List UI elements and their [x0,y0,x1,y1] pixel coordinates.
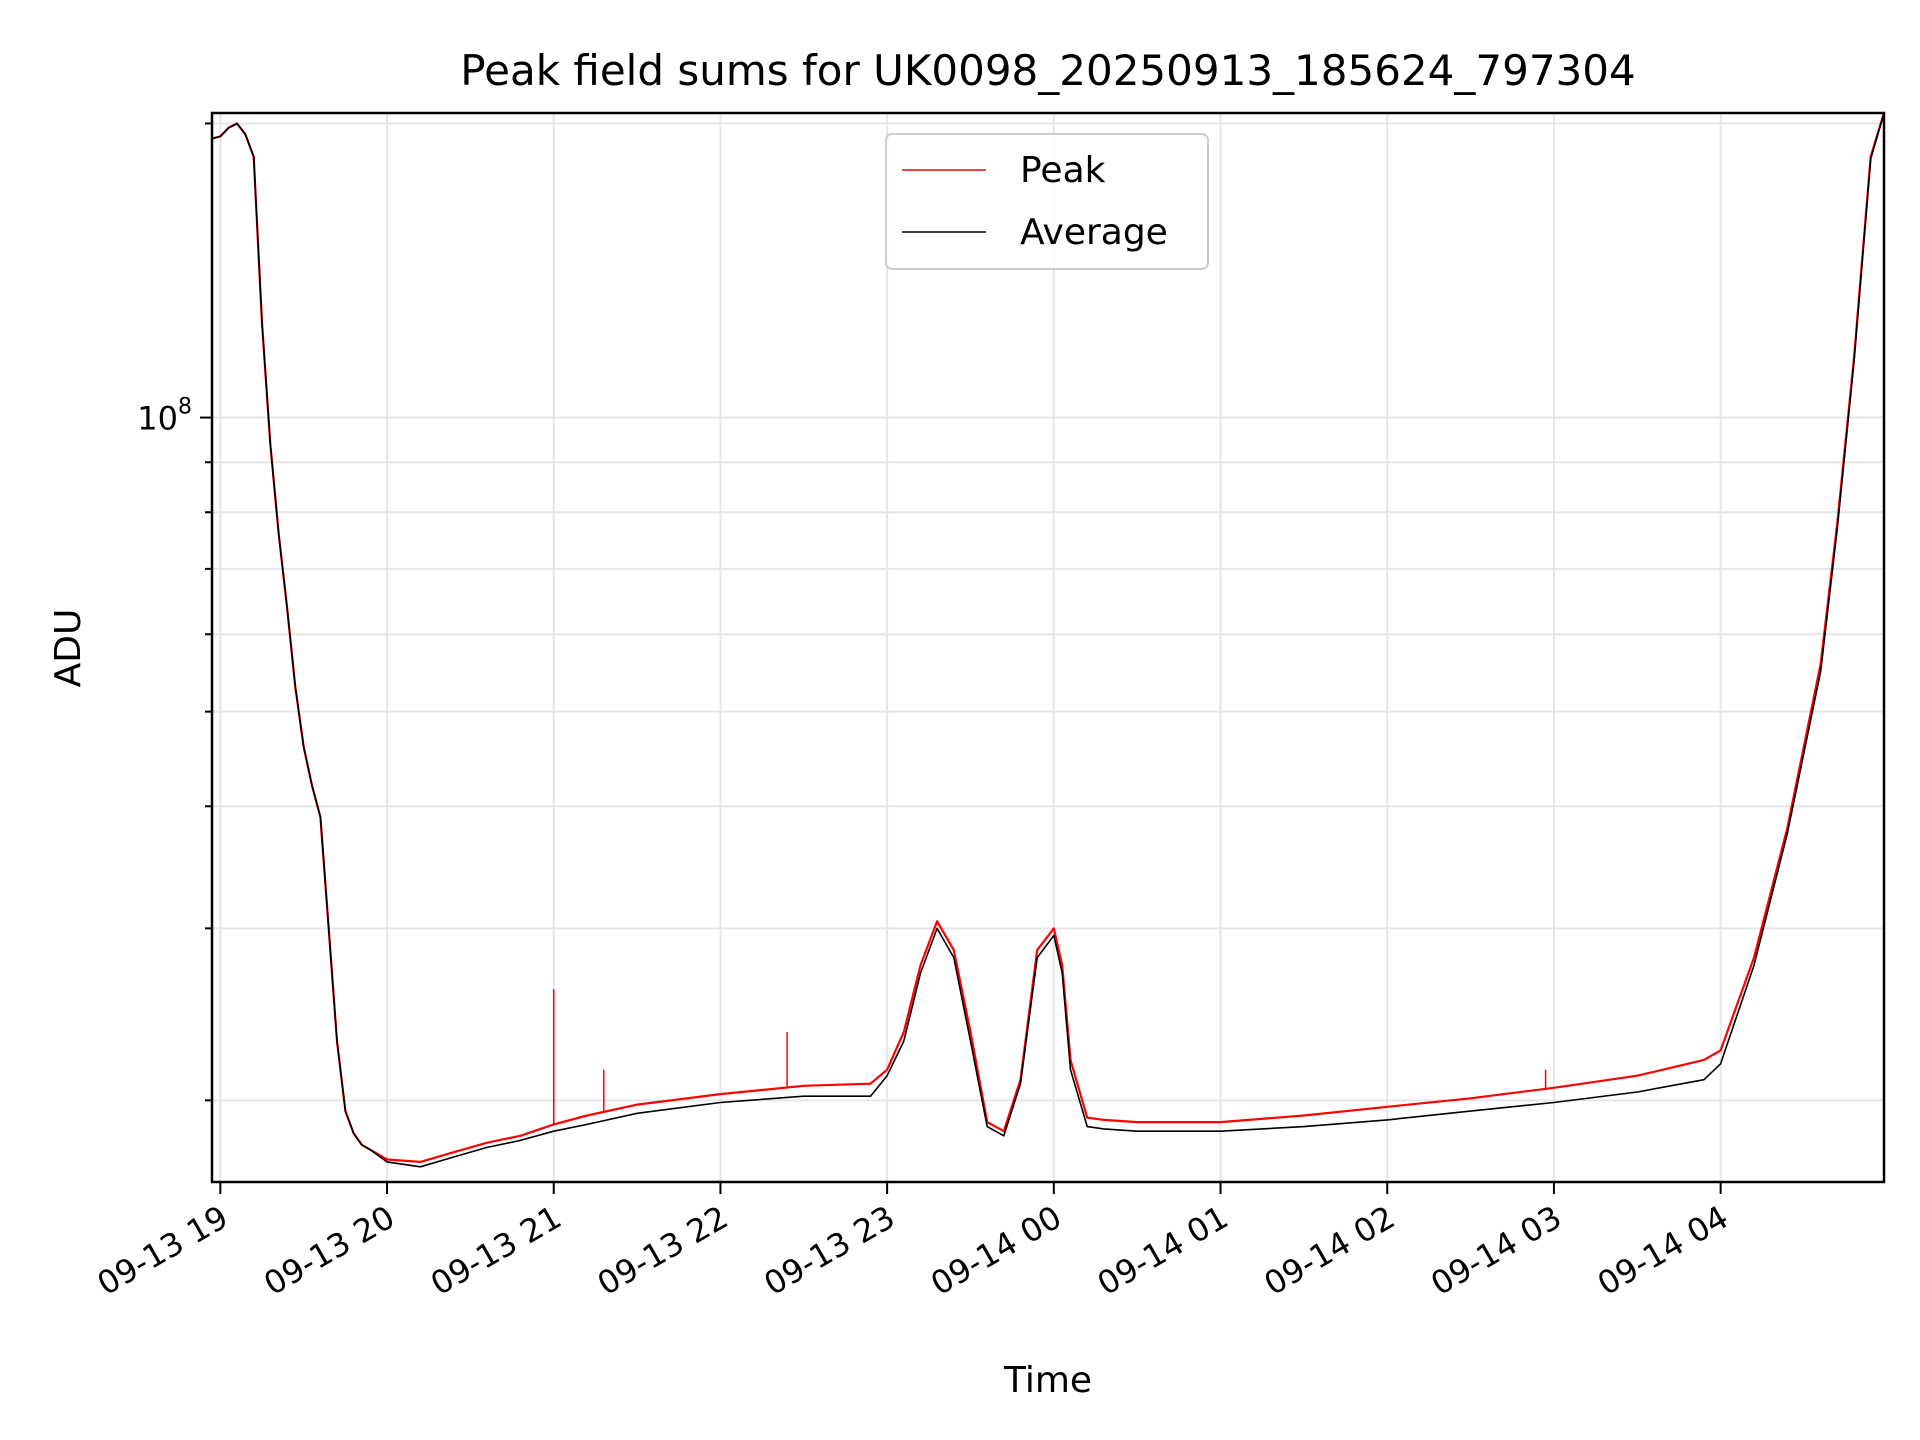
x-tick-label: 09-13 19 [91,1198,235,1303]
series-line-peak [211,112,1886,1163]
legend-label-average: Average [1020,212,1168,253]
plot-frame [210,111,1886,1184]
x-tick-label: 09-14 03 [1424,1198,1568,1303]
series-layer [211,112,1886,1168]
grid [212,113,1884,1182]
x-tick-label: 09-14 04 [1591,1198,1735,1303]
y-tick-label-exponent: 8 [178,395,192,420]
legend-box [885,133,1209,270]
legend: Peak Average [885,133,1209,270]
y-axis: 108 [137,122,212,1102]
series-line-average [211,112,1885,1168]
x-tick-label: 09-13 20 [257,1198,401,1303]
y-axis-label: ADU [48,609,89,688]
x-tick-label: 09-13 22 [591,1198,735,1303]
x-tick-label: 09-14 01 [1091,1198,1235,1303]
legend-label-peak: Peak [1020,150,1106,191]
x-axis: 09-13 19 09-13 20 09-13 21 09-13 22 09-13 23… [91,1182,1735,1303]
x-tick-label: 09-14 00 [924,1198,1068,1303]
y-tick-label: 108 [137,395,192,438]
y-tick-label-base: 10 [137,400,178,438]
x-tick-label: 09-13 21 [424,1198,568,1303]
x-axis-label: Time [1003,1360,1092,1401]
x-tick-label: 09-13 23 [758,1198,902,1303]
chart-title: Peak field sums for UK0098_20250913_1856… [460,46,1635,95]
x-tick-label: 09-14 02 [1258,1198,1402,1303]
